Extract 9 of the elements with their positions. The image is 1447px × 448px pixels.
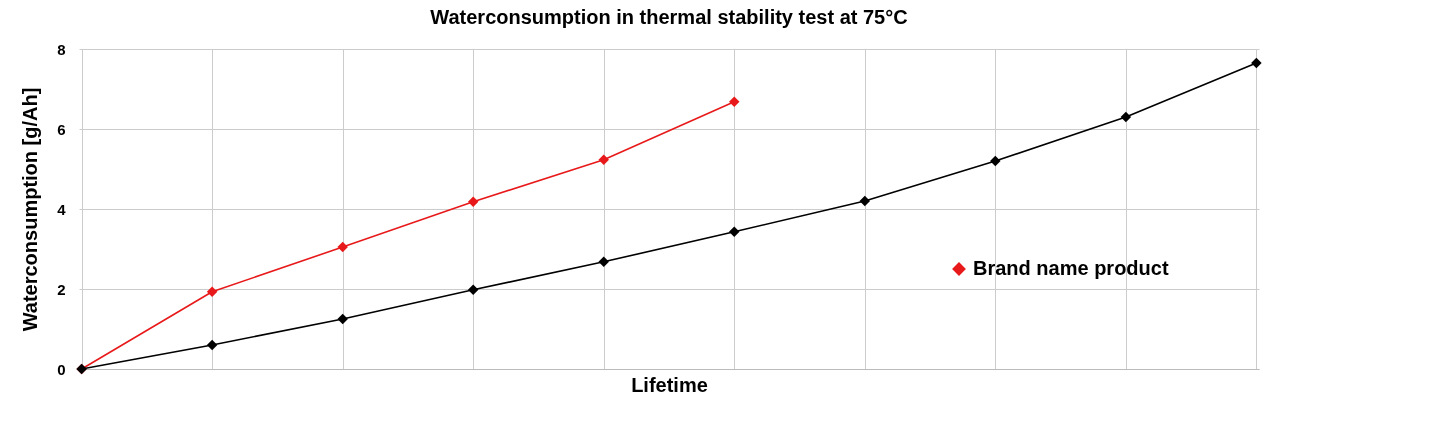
y-tick-label: 6 (57, 120, 66, 138)
y-axis-title: Waterconsumption [g/Ah] (19, 87, 42, 332)
y-tick-label: 2 (57, 280, 66, 298)
legend-label: Brand name product (973, 257, 1169, 279)
x-axis-title: Lifetime (631, 373, 708, 396)
y-tick-label: 4 (57, 200, 67, 218)
y-tick-label: 8 (57, 40, 66, 58)
chart-title: Waterconsumption in thermal stability test at 75°C (430, 6, 908, 28)
y-tick-label: 0 (57, 360, 66, 378)
